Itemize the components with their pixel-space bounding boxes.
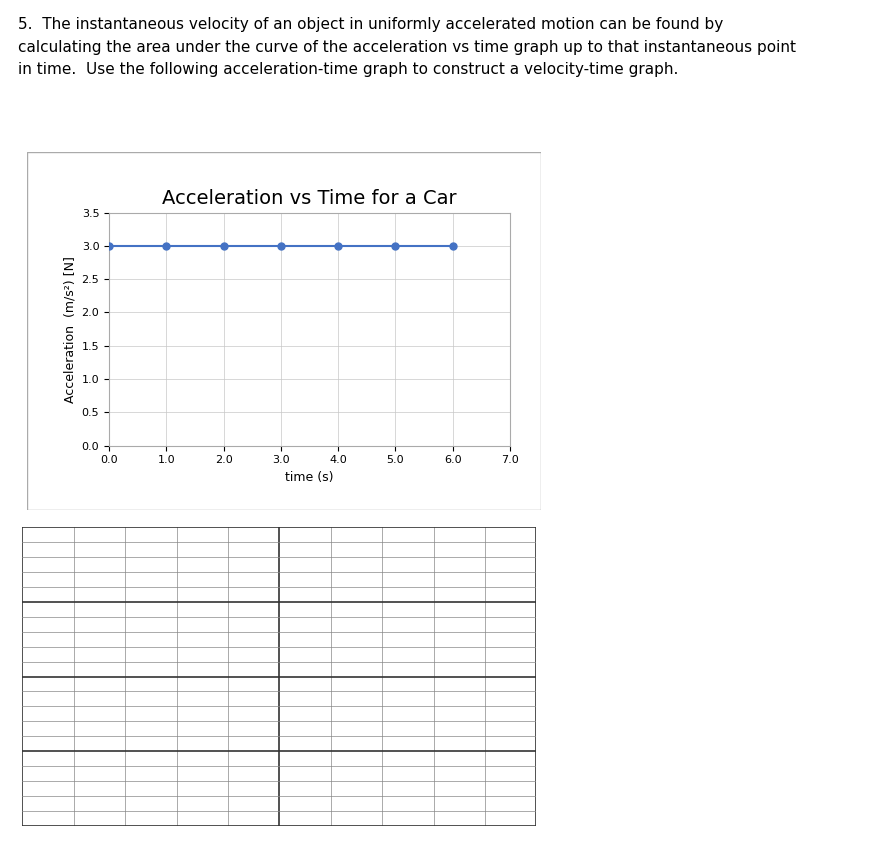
- Y-axis label: Acceleration  (m/s²) [N]: Acceleration (m/s²) [N]: [63, 255, 76, 402]
- X-axis label: time (s): time (s): [285, 470, 333, 484]
- Title: Acceleration vs Time for a Car: Acceleration vs Time for a Car: [162, 190, 457, 208]
- FancyBboxPatch shape: [27, 152, 541, 510]
- Text: 5.  The instantaneous velocity of an object in uniformly accelerated motion can : 5. The instantaneous velocity of an obje…: [18, 17, 796, 78]
